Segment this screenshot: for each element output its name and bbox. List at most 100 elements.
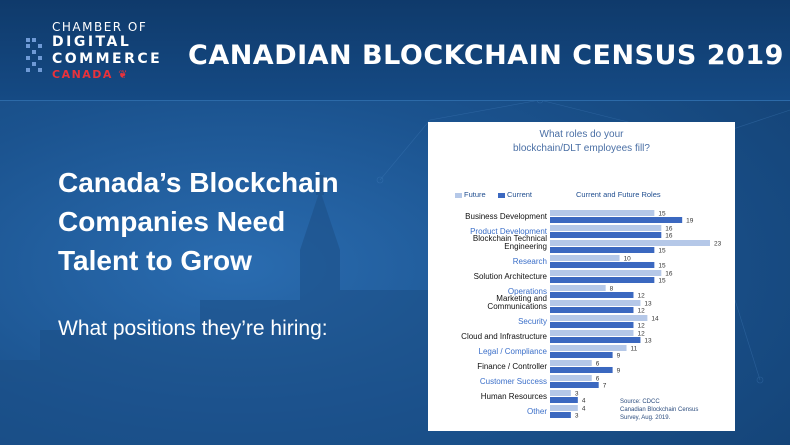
category-label: Customer Success [480, 377, 547, 386]
bar-value-label: 12 [637, 308, 645, 315]
category-label: Cloud and Infrastructure [461, 332, 547, 341]
chart-card: What roles do your blockchain/DLT employ… [428, 122, 735, 431]
bar-future [550, 240, 710, 246]
bar-chart: Business Development 15 19 Product Developm… [461, 210, 722, 420]
chart-source: Source: CDCC Canadian Blockchain Census … [620, 398, 698, 422]
category-label: Product Development [470, 227, 548, 236]
bar-value-label: 9 [617, 368, 621, 375]
bar-current [550, 412, 571, 418]
bar-value-label: 16 [665, 233, 673, 240]
bar-future [550, 315, 648, 321]
bar-value-label: 14 [651, 316, 659, 323]
category-label: Solution Architecture [474, 272, 548, 281]
header-bar: CHAMBER OF DIGITAL COMMERCE CANADA ❦ CAN… [0, 0, 790, 101]
legend-future-label: Future [464, 190, 486, 199]
category-label: Blockchain Technical Engineering [473, 234, 547, 251]
source-line-1: Source: CDCC [620, 399, 660, 405]
maple-leaf-icon: ❦ [118, 68, 130, 81]
source-line-2: Canadian Blockchain Census [620, 407, 699, 413]
bar-future [550, 360, 592, 366]
bar-current [550, 217, 683, 223]
bar-value-label: 4 [582, 398, 586, 405]
category-label: Operations [508, 287, 547, 296]
bar-value-label: 9 [617, 353, 621, 360]
bar-value-label: 12 [637, 293, 645, 300]
bar-value-label: 6 [596, 361, 600, 368]
bar-current [550, 382, 599, 388]
logo-text: CHAMBER OF DIGITAL COMMERCE CANADA ❦ [52, 20, 162, 82]
chart-title-line-2: blockchain/DLT employees fill? [513, 143, 650, 154]
headline-line-1: Canada’s Blockchain [58, 167, 339, 198]
category-label: Legal / Compliance [479, 347, 548, 356]
bar-current [550, 337, 641, 343]
bar-current [550, 397, 578, 403]
bar-value-label: 13 [644, 338, 652, 345]
source-line-3: Survey, Aug. 2019. [620, 415, 671, 421]
category-label: Marketing and Communications [487, 294, 547, 311]
bar-future [550, 390, 571, 396]
bar-current [550, 232, 662, 238]
bar-current [550, 352, 613, 358]
bar-value-label: 16 [665, 226, 673, 233]
category-label: Business Development [465, 212, 548, 221]
category-label: Security [518, 317, 547, 326]
bar-value-label: 15 [658, 263, 666, 270]
bar-value-label: 15 [658, 278, 666, 285]
bar-future [550, 225, 662, 231]
category-label: Research [513, 257, 547, 266]
logo-line-2: DIGITAL [52, 34, 132, 50]
bar-current [550, 277, 655, 283]
logo-line-1: CHAMBER OF [52, 20, 148, 34]
chart-title: What roles do your blockchain/DLT employ… [428, 128, 735, 156]
bar-current [550, 262, 655, 268]
bar-future [550, 210, 655, 216]
bar-value-label: 15 [658, 248, 666, 255]
bar-value-label: 23 [714, 241, 722, 248]
chart-title-line-1: What roles do your [539, 129, 624, 140]
bar-future [550, 330, 634, 336]
bar-value-label: 12 [637, 331, 645, 338]
legend-current-swatch [498, 192, 505, 198]
bar-value-label: 19 [686, 218, 694, 225]
legend-future-swatch [455, 192, 462, 198]
headline-line-3: Talent to Grow [58, 245, 252, 276]
bar-future [550, 285, 606, 291]
bar-future [550, 255, 620, 261]
legend-title: Current and Future Roles [576, 190, 661, 199]
bar-value-label: 3 [575, 391, 579, 398]
bar-future [550, 405, 578, 411]
bar-current [550, 292, 634, 298]
subheading: What positions they’re hiring: [58, 317, 328, 340]
bar-value-label: 7 [603, 383, 607, 390]
bar-value-label: 11 [631, 346, 638, 353]
logo-line-4: CANADA ❦ [52, 68, 162, 82]
bar-current [550, 247, 655, 253]
page-title: CANADIAN BLOCKCHAIN CENSUS 2019 [188, 40, 784, 71]
legend-current: Current [498, 190, 532, 199]
logo-line-3: COMMERCE [52, 51, 163, 67]
bar-value-label: 13 [644, 301, 652, 308]
bar-future [550, 345, 627, 351]
bar-future [550, 375, 592, 381]
logo-canada-text: CANADA [52, 68, 113, 81]
bar-value-label: 15 [658, 211, 666, 218]
category-label: Other [527, 407, 547, 416]
bar-current [550, 322, 634, 328]
cdcc-logo-icon [26, 38, 42, 72]
bar-current [550, 307, 634, 313]
bar-value-label: 6 [596, 376, 600, 383]
headline: Canada’s Blockchain Companies Need Talen… [58, 163, 378, 280]
bar-value-label: 4 [582, 406, 586, 413]
category-label: Human Resources [481, 392, 547, 401]
bar-value-label: 8 [610, 286, 614, 293]
bar-current [550, 367, 613, 373]
legend-current-label: Current [507, 190, 533, 199]
bar-future [550, 300, 641, 306]
headline-line-2: Companies Need [58, 206, 286, 237]
legend-future: Future [455, 190, 486, 199]
bar-value-label: 10 [624, 256, 632, 263]
bar-value-label: 3 [575, 413, 579, 420]
bar-value-label: 16 [665, 271, 673, 278]
category-label: Finance / Controller [477, 362, 547, 371]
